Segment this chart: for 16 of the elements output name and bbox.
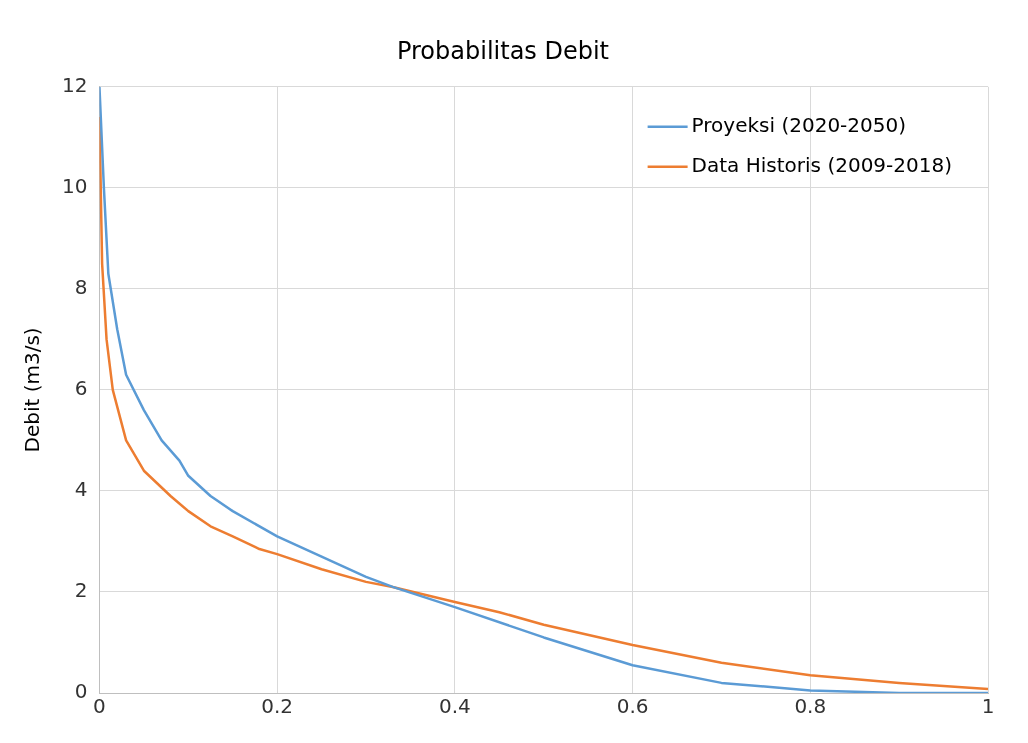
y-tick-label: 4 [74, 477, 88, 502]
y-tick-label: 2 [74, 578, 88, 603]
legend-label: Proyeksi (2020-2050) [691, 113, 907, 137]
y-tick-label: 10 [62, 174, 88, 199]
x-tick-label: 0.6 [616, 694, 649, 719]
y-tick-label: 6 [74, 376, 88, 401]
x-tick-label: 0.2 [261, 694, 294, 719]
x-tick-label: 0 [93, 694, 106, 719]
x-tick-label: 0.4 [438, 694, 471, 719]
x-tick-label: 0.8 [794, 694, 827, 719]
y-tick-label: 12 [62, 73, 88, 97]
chart-title: Probabilitas Debit [396, 36, 610, 65]
y-tick-label: 8 [74, 275, 88, 300]
y-axis-title: Debit (m3/s) [20, 327, 45, 453]
legend-label: Data Historis (2009-2018) [691, 153, 953, 177]
x-tick-label: 1 [981, 694, 995, 719]
